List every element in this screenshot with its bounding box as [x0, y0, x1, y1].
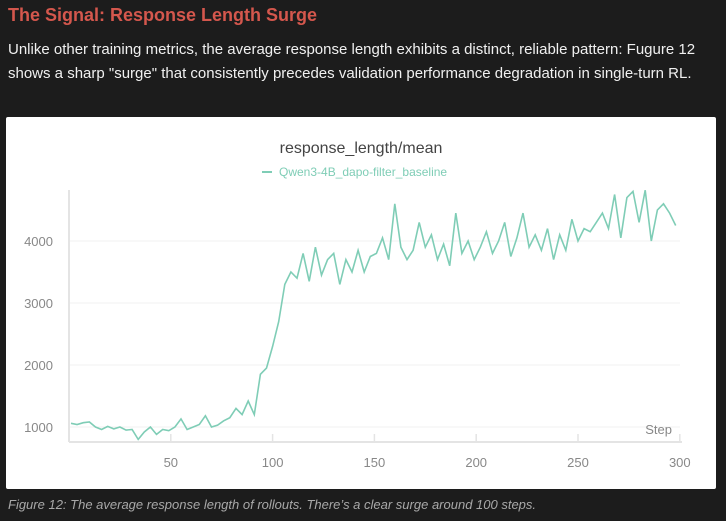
section-heading: The Signal: Response Length Surge	[8, 5, 318, 25]
legend-label[interactable]: Qwen3-4B_dapo-filter_baseline	[279, 165, 447, 179]
x-tick-label: 300	[669, 455, 691, 470]
chart-panel: response_length/mean Qwen3-4B_dapo-filte…	[6, 117, 716, 489]
x-tick-label: 250	[567, 455, 589, 470]
y-tick-label: 3000	[24, 296, 53, 311]
chart-title: response_length/mean	[280, 140, 443, 157]
line-chart: response_length/mean Qwen3-4B_dapo-filte…	[24, 140, 691, 470]
x-tick-label: 200	[465, 455, 487, 470]
y-tick-label: 1000	[24, 420, 53, 435]
body-paragraph: Unlike other training metrics, the avera…	[8, 41, 696, 82]
series-line	[70, 189, 677, 441]
y-tick-label: 2000	[24, 358, 53, 373]
y-tick-label: 4000	[24, 234, 53, 249]
x-tick-label: 100	[262, 455, 284, 470]
x-tick-label: 50	[164, 455, 178, 470]
x-tick-label: 150	[364, 455, 386, 470]
figure-caption: Figure 12: The average response length o…	[8, 497, 537, 512]
x-axis-label: Step	[645, 422, 672, 437]
